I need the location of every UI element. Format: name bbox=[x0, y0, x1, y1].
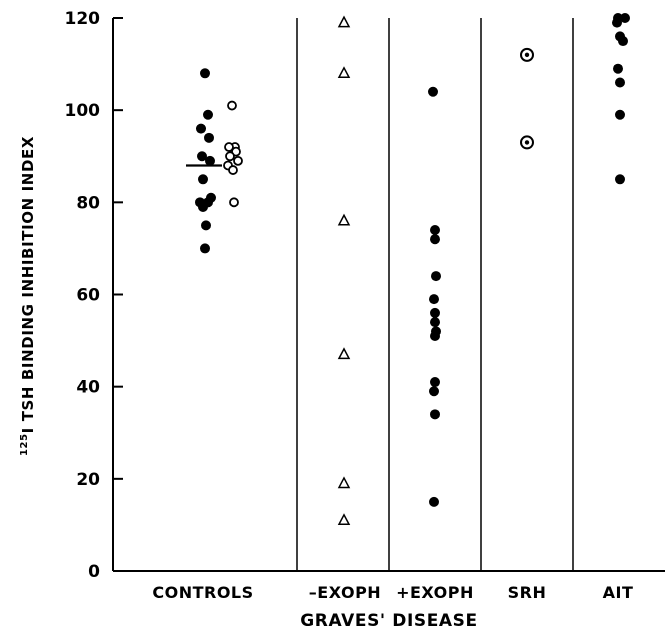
y-tick-label: 100 bbox=[65, 101, 101, 121]
data-point bbox=[431, 271, 441, 282]
x-tick-label: –EXOPH bbox=[309, 583, 381, 602]
data-point bbox=[337, 476, 351, 489]
y-tick-label: 20 bbox=[76, 470, 100, 490]
y-tick-label: 80 bbox=[76, 193, 100, 213]
y-tick-label: 40 bbox=[76, 378, 100, 398]
x-tick-label: +EXOPH bbox=[396, 583, 474, 602]
data-point bbox=[428, 86, 438, 97]
x-tick-label: CONTROLS bbox=[152, 583, 253, 602]
y-ticks: 0 20 40 60 80 100 120 bbox=[65, 9, 123, 582]
data-point bbox=[337, 347, 351, 360]
data-point-center bbox=[524, 52, 530, 58]
data-point bbox=[198, 174, 208, 185]
data-point bbox=[229, 197, 239, 208]
data-point bbox=[615, 174, 625, 185]
data-point bbox=[429, 294, 439, 305]
y-tick-label: 0 bbox=[88, 562, 100, 582]
data-point bbox=[337, 513, 351, 526]
data-point bbox=[200, 68, 210, 79]
data-point bbox=[201, 220, 211, 231]
group-label: GRAVES' DISEASE bbox=[300, 611, 478, 631]
data-point bbox=[615, 77, 625, 88]
data-point bbox=[227, 100, 237, 111]
y-axis-title: 125I TSH BINDING INHIBITION INDEX bbox=[19, 136, 37, 456]
data-point bbox=[429, 496, 439, 507]
data-point bbox=[615, 109, 625, 120]
data-point bbox=[430, 307, 440, 318]
data-point bbox=[618, 36, 628, 47]
x-tick-label: SRH bbox=[508, 583, 547, 602]
data-point bbox=[225, 151, 235, 162]
y-tick-label: 60 bbox=[76, 286, 100, 306]
data-point bbox=[430, 330, 440, 341]
data-point bbox=[233, 155, 243, 166]
data-point bbox=[200, 243, 210, 254]
data-point bbox=[429, 386, 439, 397]
data-point bbox=[337, 66, 351, 79]
data-point bbox=[197, 151, 207, 162]
axes bbox=[112, 18, 665, 572]
data-point bbox=[337, 213, 351, 226]
data-point bbox=[204, 132, 214, 143]
data-point bbox=[612, 17, 622, 28]
data-point bbox=[228, 165, 238, 175]
data-point bbox=[620, 13, 630, 23]
data-point bbox=[613, 63, 623, 74]
data-point-center bbox=[524, 140, 530, 145]
data-point bbox=[430, 317, 440, 328]
data-point bbox=[430, 409, 440, 420]
data-point bbox=[430, 224, 440, 235]
data-point bbox=[224, 142, 234, 152]
data-point bbox=[430, 234, 440, 245]
data-point bbox=[203, 109, 213, 120]
y-axis-title-superscript: 125 bbox=[19, 433, 30, 456]
data-point bbox=[198, 201, 208, 212]
data-point bbox=[205, 155, 215, 166]
data-point bbox=[337, 15, 351, 28]
data-point bbox=[196, 123, 206, 134]
data-point bbox=[430, 377, 440, 388]
x-tick-label: AIT bbox=[603, 583, 634, 602]
y-tick-label: 120 bbox=[65, 9, 101, 29]
data-points bbox=[186, 13, 630, 526]
x-tick-labels: CONTROLS –EXOPH +EXOPH SRH AIT bbox=[152, 583, 633, 602]
y-axis-title-text: I TSH BINDING INHIBITION INDEX bbox=[19, 136, 37, 433]
